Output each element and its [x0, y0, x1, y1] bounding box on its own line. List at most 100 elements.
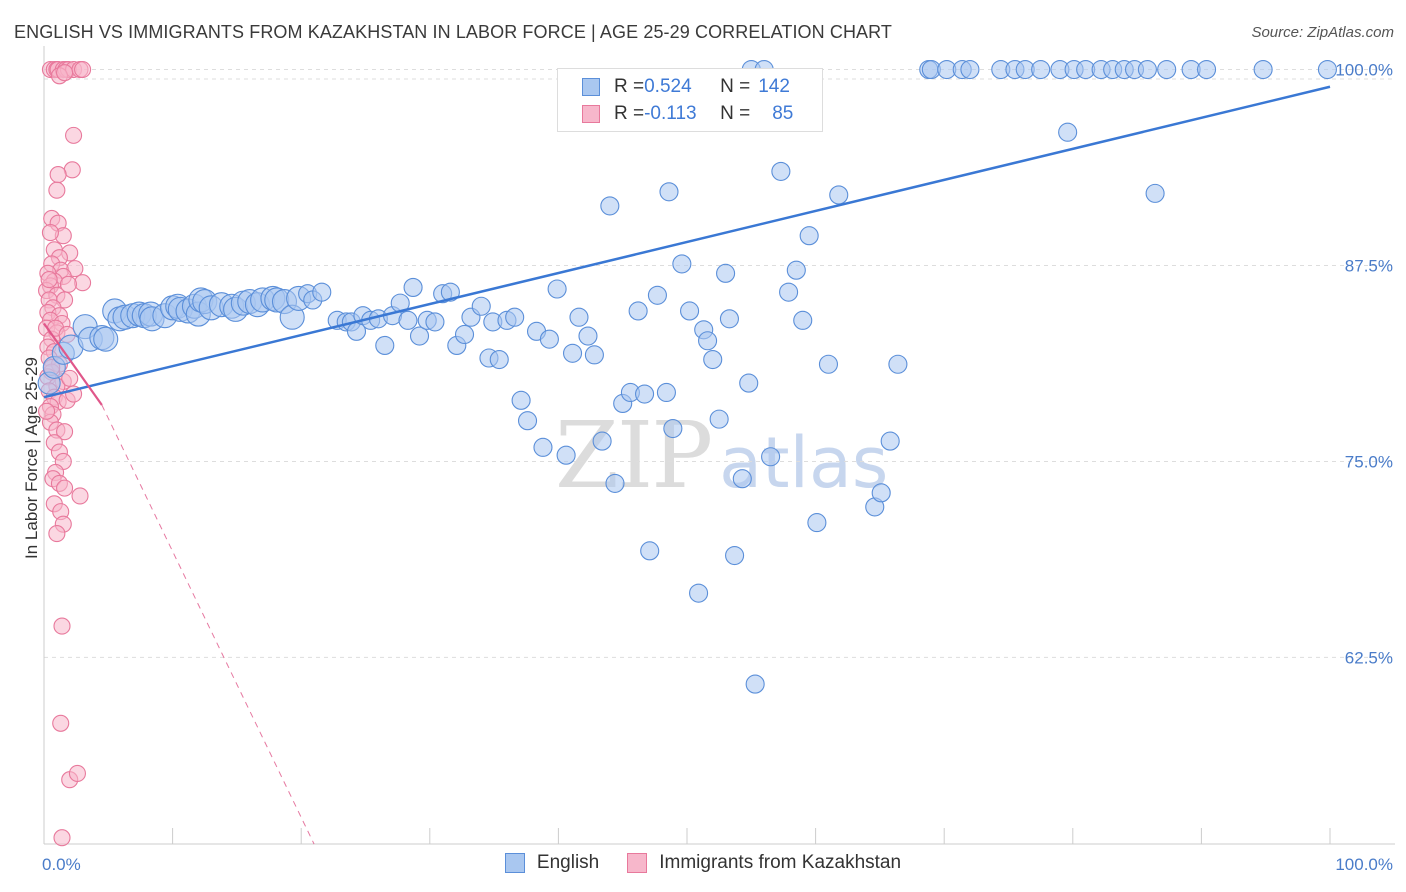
kazakhstan-point: [53, 617, 71, 635]
x-ticks: [43, 828, 1331, 844]
english-point: [592, 431, 612, 451]
english-point: [647, 285, 667, 305]
stats-legend: R = 0.524 N = 142 R = -0.113 N = 85: [557, 68, 823, 132]
english-point: [93, 326, 119, 352]
english-point: [698, 331, 718, 351]
kazakhstan-point: [74, 274, 92, 292]
kazakhstan-point: [63, 161, 81, 179]
english-point: [818, 354, 839, 374]
kazakhstan-point: [71, 487, 89, 505]
series-legend: English Immigrants from Kazakhstan: [0, 852, 1406, 874]
english-swatch: [582, 78, 600, 96]
english-point: [672, 254, 692, 274]
english-legend-swatch: [504, 853, 525, 873]
english-points: [37, 59, 1337, 694]
english-point: [779, 282, 799, 302]
kazakhstan-point: [56, 479, 74, 497]
english-point: [1196, 59, 1217, 80]
english-point: [556, 445, 576, 465]
english-point: [799, 226, 819, 246]
english-point: [511, 390, 531, 410]
kazakhstan-point: [74, 60, 92, 79]
english-point: [786, 260, 806, 280]
english-trendline: [43, 85, 1331, 399]
kazakhstan-point: [56, 64, 74, 82]
kazakhstan-point: [68, 764, 86, 782]
kazakhstan-n-label: N =: [720, 103, 751, 124]
y-tick-label: 87.5%: [1345, 256, 1393, 275]
english-point: [1137, 59, 1157, 80]
english-point: [440, 282, 460, 302]
english-point: [1031, 59, 1051, 80]
legend-row-kazakhstan: R = -0.113 N = 85: [582, 102, 793, 126]
kazakhstan-n-value: 85: [772, 103, 794, 124]
english-point: [454, 324, 475, 345]
english-n-value: 142: [758, 76, 790, 97]
english-point: [829, 185, 849, 205]
english-point: [689, 583, 709, 603]
legend-item-kazakhstan[interactable]: Immigrants from Kazakhstan: [627, 852, 901, 874]
english-point: [640, 541, 660, 561]
kazakhstan-r-value: -0.113: [644, 103, 697, 124]
english-point: [725, 545, 745, 566]
english-point: [771, 161, 791, 181]
kazakhstan-point: [41, 224, 59, 242]
english-point: [605, 473, 625, 493]
english-point: [888, 354, 908, 374]
y-tick-label: 75.0%: [1345, 452, 1393, 471]
english-point: [656, 382, 676, 403]
x-tick-label-min: 0.0%: [42, 855, 81, 874]
x-tick-label-max: 100.0%: [1335, 855, 1393, 874]
english-point: [745, 674, 765, 694]
english-point: [1157, 59, 1177, 80]
kazakhstan-point: [49, 166, 67, 184]
kazakhstan-point: [52, 714, 70, 732]
english-point: [578, 326, 598, 346]
kazakhstan-point: [53, 829, 71, 847]
english-point: [312, 282, 332, 302]
english-point: [569, 307, 589, 327]
kazakhstan-point: [48, 525, 66, 543]
english-point: [533, 437, 553, 457]
english-point: [1145, 183, 1165, 203]
english-point: [425, 312, 445, 332]
english-point: [703, 350, 723, 370]
english-point: [409, 326, 430, 346]
english-point: [398, 310, 418, 330]
english-point: [739, 373, 759, 393]
watermark-zip: ZIP: [555, 402, 713, 509]
english-point: [709, 409, 729, 429]
kazakhstan-trendline-extension: [101, 404, 315, 845]
english-point: [680, 301, 700, 321]
english-point: [403, 277, 423, 297]
english-point: [600, 196, 620, 216]
english-point: [489, 350, 509, 370]
kazakhstan-point: [48, 181, 66, 199]
english-point: [584, 345, 604, 365]
english-point: [562, 343, 583, 363]
kazakhstan-point: [59, 275, 77, 293]
kazakhstan-trendline: [43, 322, 103, 406]
kazakhstan-point: [65, 126, 83, 144]
english-point: [807, 513, 827, 533]
y-tick-label: 62.5%: [1345, 648, 1393, 667]
kazakhstan-legend-label: Immigrants from Kazakhstan: [659, 852, 902, 873]
english-n-label: N =: [720, 76, 751, 97]
english-point: [517, 411, 538, 431]
kazakhstan-point: [61, 369, 79, 387]
kazakhstan-swatch: [582, 105, 600, 123]
grid: [43, 46, 1395, 845]
english-legend-label: English: [536, 852, 600, 873]
english-point: [1253, 59, 1273, 80]
kazakhstan-point: [38, 402, 56, 420]
legend-item-english[interactable]: English: [504, 852, 600, 874]
english-point: [505, 307, 525, 327]
english-point: [1317, 59, 1337, 80]
english-point: [547, 279, 567, 299]
english-point: [659, 182, 679, 202]
english-point: [761, 447, 781, 467]
kazakhstan-point: [40, 271, 58, 289]
english-point: [716, 263, 736, 283]
kazakhstan-points: [38, 60, 92, 847]
